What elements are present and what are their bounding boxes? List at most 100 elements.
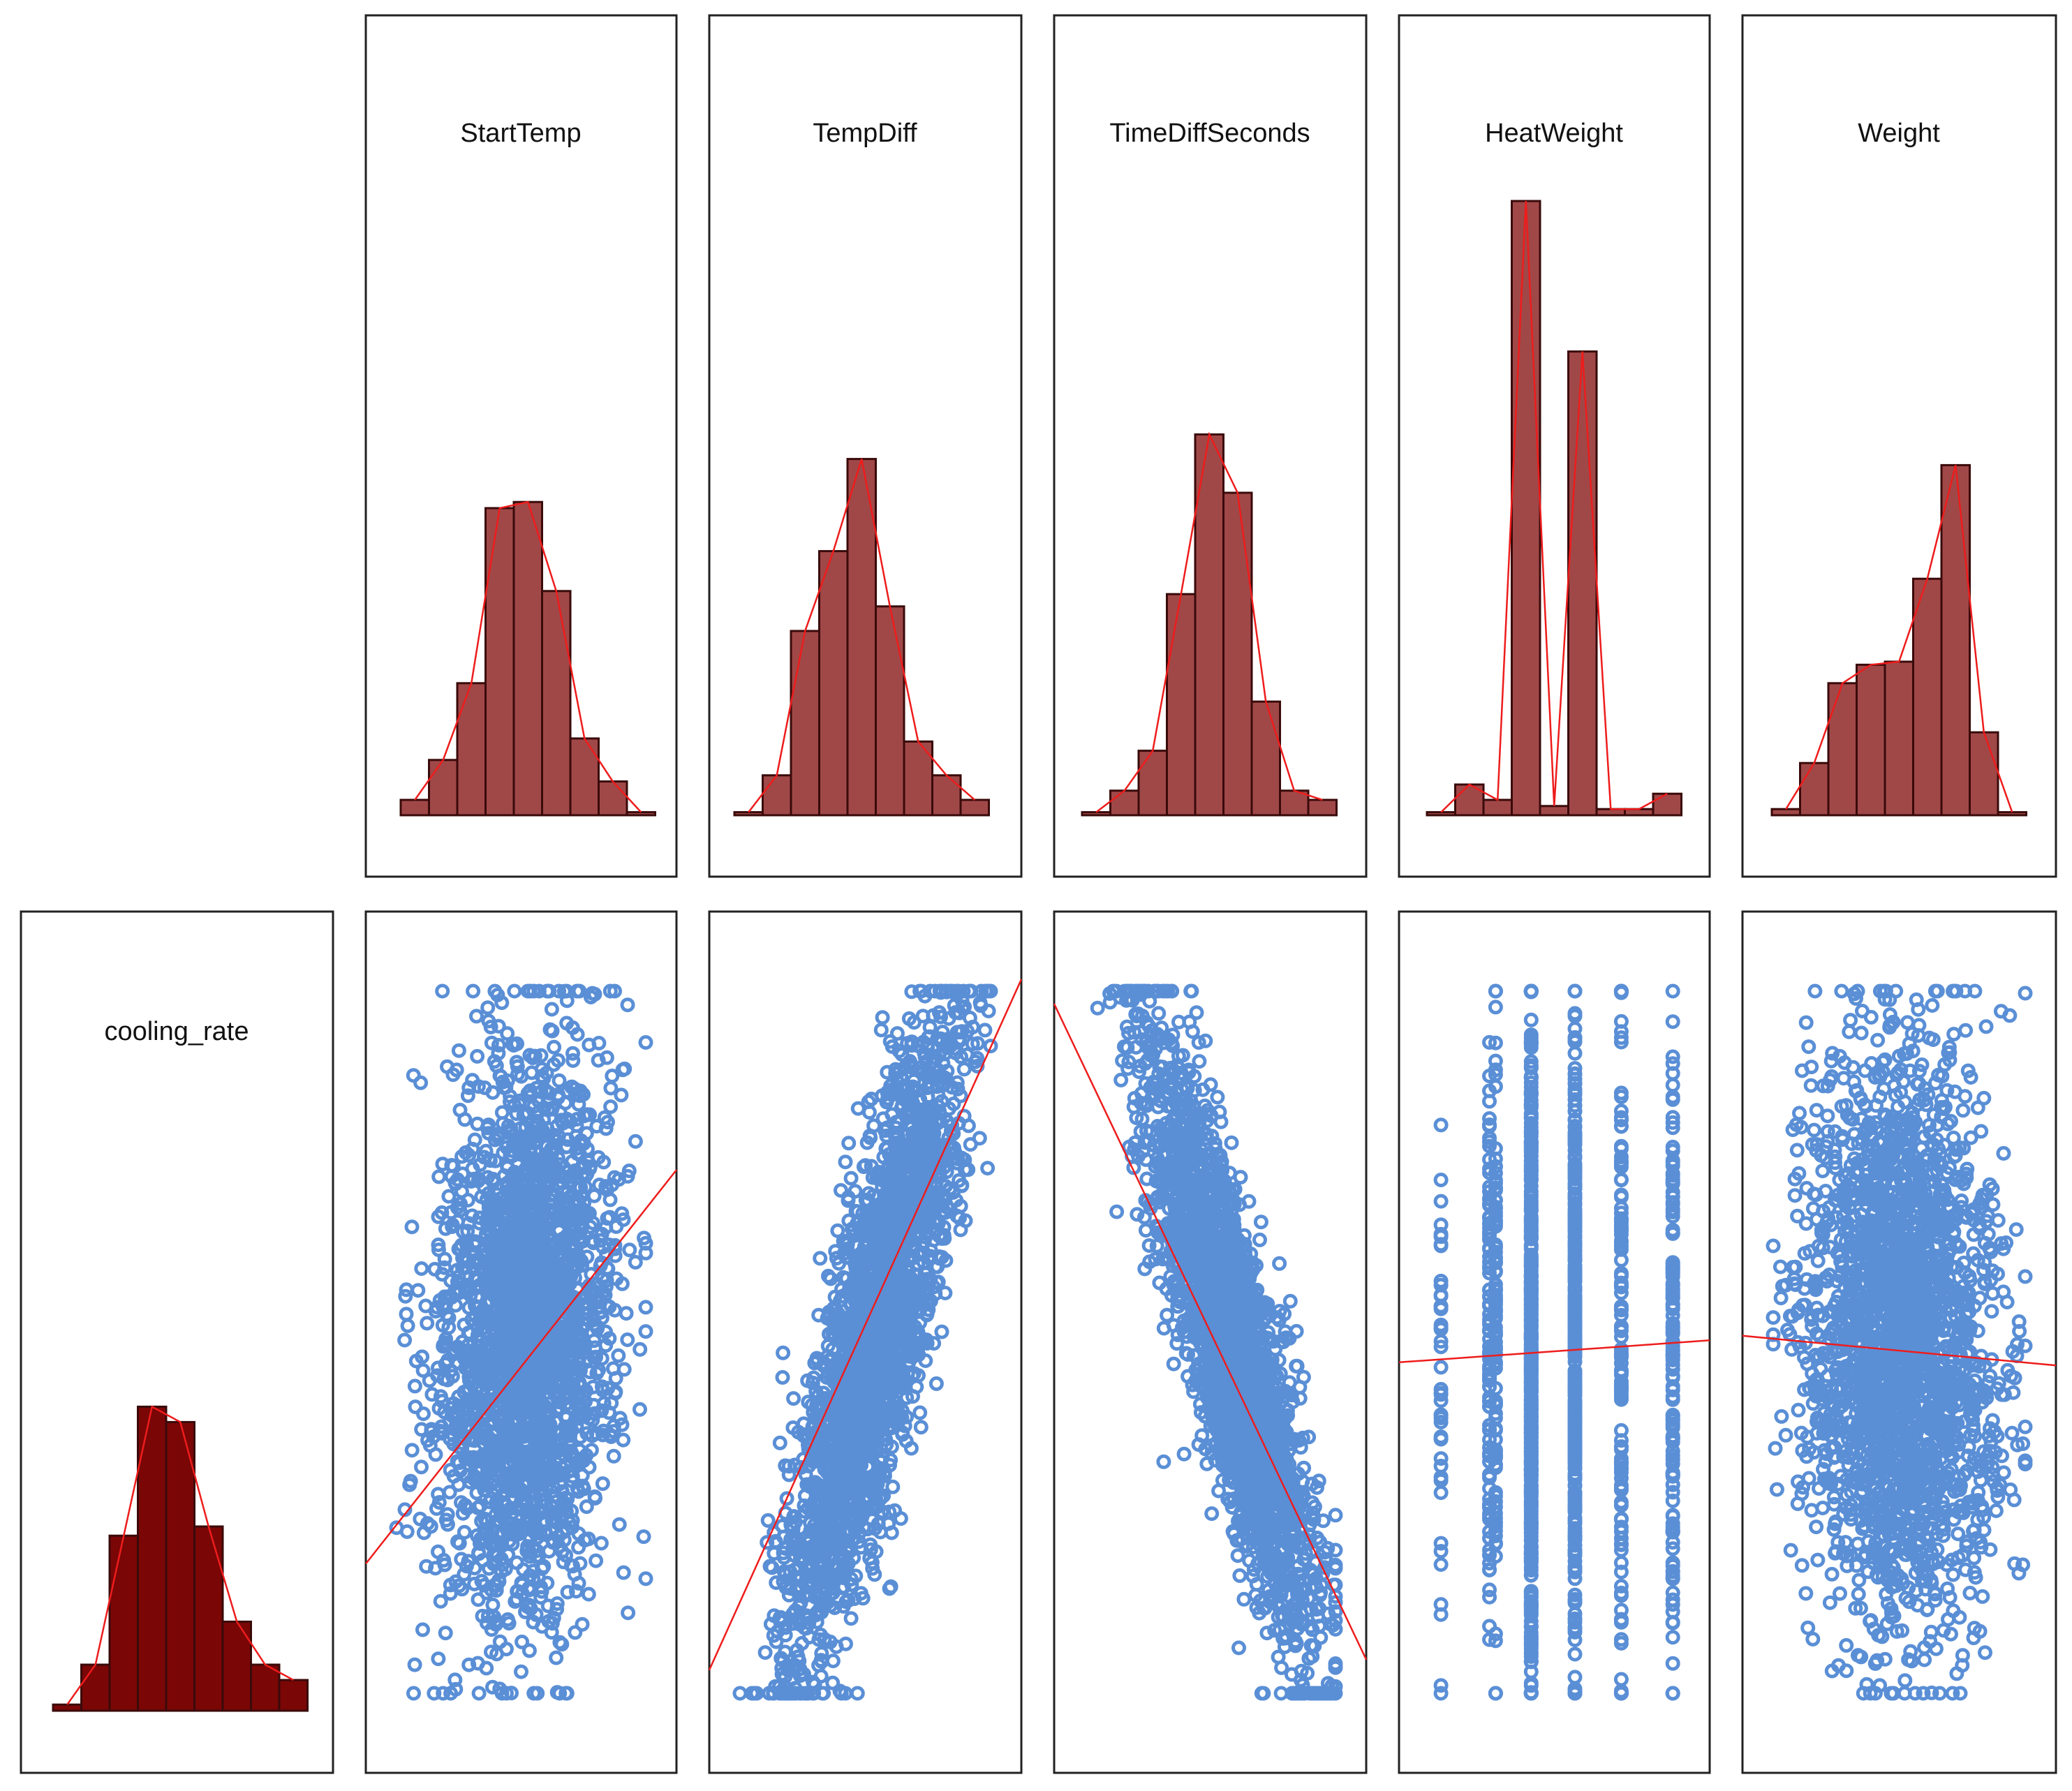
hist-bar [1222, 491, 1253, 817]
hist-bar [80, 1663, 111, 1712]
hist-bar [137, 1405, 168, 1712]
hist-bar [1624, 808, 1655, 817]
histogram-cooling-rate [52, 1405, 309, 1712]
density-line [1095, 431, 1323, 813]
scatter-point [611, 1348, 626, 1363]
hist-bar [165, 1420, 195, 1712]
hist-bar [733, 811, 764, 817]
hist-bar [1770, 808, 1801, 817]
hist-bar [1250, 700, 1281, 817]
hist-bar [1426, 811, 1456, 817]
density-line [66, 1405, 294, 1705]
panel-hist-weight: Weight [1741, 14, 2057, 878]
density-line [414, 500, 642, 813]
scatter-point [433, 1593, 448, 1609]
scatter-point [404, 1219, 420, 1235]
hist-bar [1511, 200, 1541, 817]
hist-bar [569, 737, 600, 817]
scatter-point [460, 1088, 475, 1103]
scatter-point [638, 1324, 653, 1339]
density-line [1440, 200, 1668, 813]
panel-title-cooling-rate: cooling_rate [104, 1017, 249, 1046]
histogram-weight [1770, 463, 2027, 817]
scatter-point [438, 1626, 453, 1641]
hist-bar [1137, 750, 1168, 817]
scatter-point [507, 983, 522, 999]
panel-hist-tempdiff: TempDiff [708, 14, 1023, 878]
scatter-point [397, 1332, 413, 1348]
panel-title-weight: Weight [1858, 119, 1940, 148]
hist-bar [1482, 798, 1513, 817]
panel-hist-timediffseconds: TimeDiffSeconds [1053, 14, 1368, 878]
hist-bar [52, 1703, 82, 1712]
scatter-point [612, 1517, 627, 1532]
panel-scatter-starttemp [364, 910, 678, 1774]
hist-bar [1856, 663, 1886, 817]
scatter-point [471, 1686, 487, 1701]
hist-bar [250, 1663, 281, 1712]
hist-bar [818, 550, 849, 817]
scatter-point [500, 1026, 515, 1041]
hist-bar [1166, 593, 1197, 817]
hist-bar [456, 682, 487, 817]
panel-hist-heatweight: HeatWeight [1398, 14, 1711, 878]
hist-bar [193, 1525, 224, 1712]
scatter-point [581, 1586, 596, 1602]
hist-bar [1997, 811, 2027, 817]
scatter-point [560, 1584, 575, 1600]
hist-bar [399, 798, 430, 817]
panel-title-timediffseconds: TimeDiffSeconds [1109, 119, 1310, 148]
hist-bar [221, 1620, 252, 1712]
hist-bar [1081, 811, 1111, 817]
hist-bar [428, 759, 459, 817]
hist-bar [790, 630, 820, 817]
scatter-point [427, 1686, 442, 1701]
density-line [748, 459, 976, 813]
hist-bar [541, 590, 572, 817]
scatter-point [579, 1499, 594, 1515]
scatter-starttemp-vs-cooling-rate [365, 983, 677, 1701]
scatter-point [547, 1039, 562, 1055]
hist-bar [1652, 792, 1682, 817]
hist-bar [1539, 805, 1569, 817]
hist-bar [931, 774, 962, 817]
hist-bar [1912, 577, 1943, 817]
hist-bar [1595, 808, 1626, 817]
hist-bar [1884, 660, 1914, 817]
panel-scatter-timediffseconds [1053, 910, 1368, 1774]
hist-bar [875, 605, 905, 817]
hist-bar [1799, 761, 1830, 817]
histogram-starttemp [399, 500, 656, 817]
panel-title-heatweight: HeatWeight [1485, 119, 1623, 148]
panel-frame [1398, 14, 1711, 878]
panel-hist-starttemp: StartTemp [364, 14, 678, 878]
hist-bar [1940, 463, 1971, 817]
histogram-heatweight [1426, 200, 1682, 817]
hist-bar [1567, 350, 1598, 817]
hist-bar [598, 780, 628, 817]
hist-bar [1827, 682, 1858, 817]
scatter-point [587, 1489, 602, 1504]
hist-bar [1969, 731, 1999, 817]
hist-bar [1307, 798, 1338, 817]
hist-bar [1279, 789, 1310, 817]
hist-bar [626, 811, 656, 817]
scatter-point [605, 1069, 620, 1083]
hist-bar [484, 507, 515, 817]
hist-bar [512, 500, 543, 817]
scatter-point [596, 1154, 612, 1170]
scatter-point [620, 997, 635, 1013]
panel-title-starttemp: StartTemp [460, 119, 581, 148]
panel-hist-cooling-rate: cooling_rate [20, 910, 334, 1774]
hist-bar [959, 798, 990, 817]
density-line [1785, 465, 2013, 813]
hist-bar [108, 1534, 139, 1712]
hist-bar [1109, 789, 1140, 817]
histogram-tempdiff [733, 458, 990, 817]
scatter-point [544, 1002, 559, 1017]
histogram-timediffseconds [1081, 431, 1338, 817]
scatter-point [406, 1686, 421, 1701]
scatter-point [565, 1053, 581, 1068]
hist-bar [762, 774, 792, 817]
